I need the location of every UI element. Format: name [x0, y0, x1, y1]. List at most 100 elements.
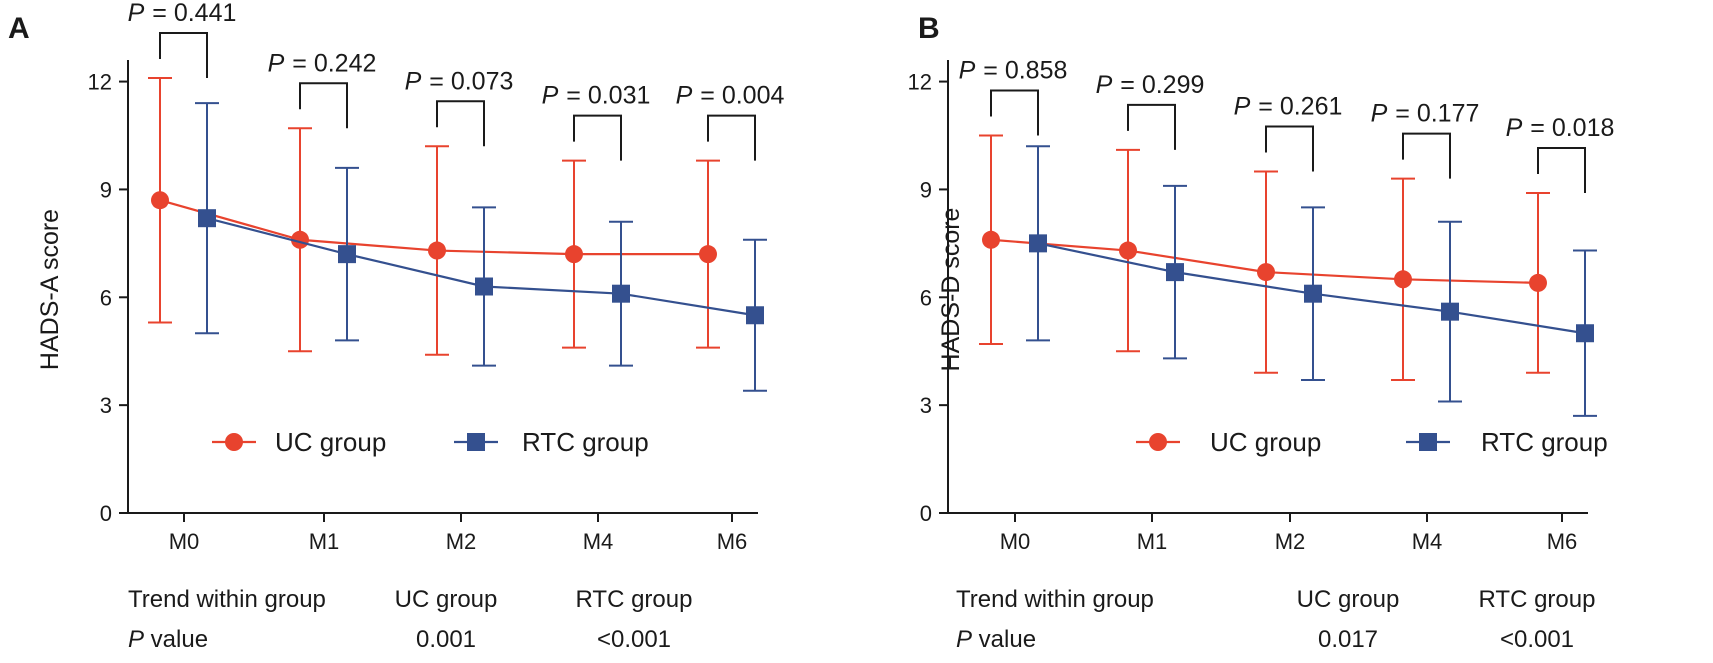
legend: UC group RTC group — [1136, 427, 1608, 457]
data-point — [338, 245, 356, 264]
legend-marker-uc — [225, 433, 243, 451]
p-italic: P — [128, 626, 144, 653]
data-point — [1029, 234, 1047, 253]
p-value-bracket — [1537, 147, 1586, 194]
y-axis-label: HADS-D score — [937, 208, 965, 372]
p-value-label: P = 0.073 — [405, 67, 514, 95]
data-point — [565, 245, 583, 264]
p-value-bracket — [573, 114, 622, 161]
p-value-bracket — [159, 31, 208, 78]
legend-label-rtc: RTC group — [522, 427, 649, 457]
p-value-bracket — [707, 114, 756, 161]
data-point — [746, 306, 764, 325]
trend-pvalue: <0.001 — [1500, 626, 1574, 653]
data-point — [198, 209, 216, 228]
trend-pvalue-label: P value — [956, 626, 1036, 653]
p-value-bracket — [1127, 103, 1176, 150]
trend-header: Trend within group — [128, 586, 326, 613]
y-tick-label: 9 — [100, 177, 112, 202]
p-value-bracket — [1402, 132, 1451, 179]
x-tick-label: M0 — [1000, 529, 1031, 554]
series-uc — [148, 76, 720, 356]
x-tick-label: M4 — [583, 529, 614, 554]
trend-pvalue: 0.017 — [1318, 626, 1378, 653]
y-tick-label: 0 — [100, 501, 112, 526]
y-tick-label: 3 — [920, 393, 932, 418]
p-value: = 0.177 — [1395, 100, 1479, 128]
p-value-label: P = 0.242 — [268, 49, 377, 77]
y-tick-label: 3 — [100, 393, 112, 418]
p-italic: P — [268, 49, 285, 77]
panel-label: A — [8, 12, 30, 45]
data-point — [699, 245, 717, 264]
legend-label-rtc: RTC group — [1481, 427, 1608, 457]
p-value-label: P = 0.299 — [1096, 71, 1205, 99]
p-value-label: P = 0.031 — [542, 82, 651, 110]
p-value-word: value — [144, 626, 208, 653]
data-point — [1441, 302, 1459, 321]
p-italic: P — [405, 67, 422, 95]
p-value: = 0.018 — [1530, 114, 1614, 142]
x-tick-label: M1 — [1137, 529, 1168, 554]
p-value-label: P = 0.004 — [676, 82, 785, 110]
p-italic: P — [542, 82, 559, 110]
data-point — [151, 191, 169, 210]
series-uc — [979, 134, 1550, 381]
p-value: = 0.858 — [983, 57, 1067, 85]
legend-marker-rtc — [1419, 433, 1437, 451]
p-value: = 0.242 — [292, 49, 376, 77]
trend-table: Trend within group UC group RTC group P val… — [956, 586, 1595, 653]
series-rtc — [1026, 145, 1597, 417]
trend-header: UC group — [395, 586, 498, 613]
p-italic: P — [1371, 100, 1388, 128]
data-point — [475, 277, 493, 296]
p-value-label: P = 0.177 — [1371, 100, 1480, 128]
data-point — [612, 284, 630, 303]
p-value-bracket — [1265, 125, 1314, 172]
trend-header: UC group — [1297, 586, 1400, 613]
p-value: = 0.441 — [152, 0, 236, 27]
data-point — [1166, 263, 1184, 282]
x-tick-label: M1 — [309, 529, 340, 554]
y-tick-label: 12 — [908, 70, 932, 95]
x-tick-label: M6 — [1547, 529, 1578, 554]
p-value: = 0.261 — [1258, 92, 1342, 120]
p-value-label: P = 0.858 — [959, 57, 1068, 85]
data-point — [1529, 273, 1547, 292]
panel-label: B — [918, 12, 940, 45]
p-value-bracket — [299, 82, 348, 129]
p-value-label: P = 0.018 — [1506, 114, 1615, 142]
data-point — [1304, 284, 1322, 303]
p-value-bracket — [990, 89, 1039, 136]
p-value-word: value — [972, 626, 1036, 653]
x-tick-label: M6 — [717, 529, 748, 554]
data-point — [1394, 270, 1412, 289]
x-tick-label: M0 — [169, 529, 200, 554]
data-point — [428, 241, 446, 260]
y-tick-label: 0 — [920, 501, 932, 526]
x-tick-label: M4 — [1412, 529, 1443, 554]
x-tick-label: M2 — [1275, 529, 1306, 554]
p-value-label: P = 0.441 — [128, 0, 237, 27]
y-tick-label: 9 — [920, 177, 932, 202]
p-value-label: P = 0.261 — [1234, 92, 1343, 120]
p-italic: P — [676, 82, 693, 110]
legend-label-uc: UC group — [1210, 427, 1321, 457]
p-italic: P — [956, 626, 972, 653]
p-italic: P — [1234, 92, 1251, 120]
data-point — [982, 230, 1000, 249]
series-line — [206, 217, 756, 317]
x-tick-label: M2 — [446, 529, 477, 554]
data-point — [1257, 263, 1275, 282]
p-italic: P — [959, 57, 976, 85]
trend-pvalue: <0.001 — [597, 626, 671, 653]
p-value-bracket — [436, 100, 485, 147]
y-axis-label: HADS-A score — [36, 209, 64, 370]
p-value: = 0.299 — [1120, 71, 1204, 99]
y-tick-label: 6 — [100, 285, 112, 310]
legend-marker-uc — [1149, 433, 1167, 451]
trend-header: RTC group — [576, 586, 693, 613]
